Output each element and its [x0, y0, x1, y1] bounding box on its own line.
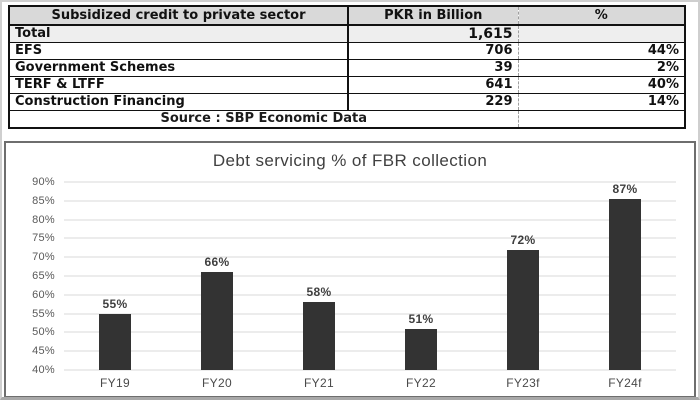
y-tick-label: 60%: [32, 288, 55, 301]
table-row-efs: EFS 706 44%: [9, 42, 685, 60]
bar: [99, 313, 131, 370]
gridline: [64, 369, 676, 371]
table-row-government-schemes: Government Schemes 39 2%: [9, 59, 685, 77]
bar-slot: 55%: [64, 182, 166, 370]
table-row-total: Total 1,615: [9, 25, 685, 43]
bar-value-label: 51%: [408, 311, 434, 326]
gridline: [64, 350, 676, 352]
row-label-cell: Total: [9, 25, 349, 43]
gridline: [64, 331, 676, 333]
gridline: [64, 219, 676, 221]
row-pct-cell: 2%: [656, 60, 679, 75]
x-axis: FY19 FY20 FY21 FY22 FY23f FY24f: [64, 370, 676, 390]
table-row-construction-financing: Construction Financing 229 14%: [9, 93, 685, 111]
x-tick-label: FY22: [406, 376, 436, 390]
row-label-cell: Government Schemes: [9, 59, 349, 77]
row-pct-cell: 44%: [647, 43, 679, 58]
gridline: [64, 256, 676, 258]
y-tick-label: 85%: [32, 194, 55, 207]
header-pkr-billion: PKR in Billion: [348, 6, 519, 26]
row-value-cell: 641: [348, 76, 519, 94]
row-value-cell: 229: [348, 93, 519, 111]
row-label-cell: Construction Financing: [9, 93, 349, 111]
row-label-cell: TERF & LTFF: [9, 76, 349, 94]
row-label-cell: EFS: [9, 42, 349, 60]
bar-slot: 66%: [166, 182, 268, 370]
y-tick-label: 45%: [32, 345, 55, 358]
bar-slot: 58%: [268, 182, 370, 370]
x-tick-label: FY20: [202, 376, 232, 390]
row-value-cell: 39: [348, 59, 519, 77]
gridline: [64, 275, 676, 277]
bar: [609, 199, 641, 370]
x-tick-label: FY21: [304, 376, 334, 390]
table-source-row: Source : SBP Economic Data: [9, 110, 685, 128]
gridline: [64, 294, 676, 296]
y-tick-label: 75%: [32, 232, 55, 245]
y-tick-label: 55%: [32, 307, 55, 320]
table-row-terf-ltff: TERF & LTFF 641 40%: [9, 76, 685, 94]
bar: [507, 249, 539, 370]
bar: [405, 328, 437, 370]
bar-value-label: 87%: [612, 182, 638, 196]
chart-body: 40% 45% 50% 55% 60% 65% 70% 75% 80% 85% 90% 55% 66%…: [6, 176, 694, 390]
header-percent: %: [518, 6, 685, 26]
bar-value-label: 66%: [204, 255, 230, 270]
bar-slot: 72%: [472, 182, 574, 370]
bar: [201, 272, 233, 370]
plot-area: 55% 66% 58% 51% 72% 87%: [64, 181, 676, 371]
bar-slot: 87%: [574, 182, 676, 370]
y-tick-label: 50%: [32, 326, 55, 339]
y-tick-label: 80%: [32, 213, 55, 226]
gridline: [64, 181, 676, 183]
table-header-row: Subsidized credit to private sector PKR …: [9, 6, 685, 26]
source-note: Source : SBP Economic Data: [160, 111, 368, 126]
chart-title: Debt servicing % of FBR collection: [212, 151, 488, 170]
header-subsidized-credit: Subsidized credit to private sector: [9, 6, 349, 26]
x-tick-label: FY19: [100, 376, 130, 390]
gridline: [64, 313, 676, 315]
bar-slot: 51%: [370, 182, 472, 370]
y-tick-label: 40%: [32, 364, 55, 376]
debt-servicing-chart: Debt servicing % of FBR collection 40% 45…: [4, 141, 696, 397]
gridline: [64, 200, 676, 202]
row-pct-cell: 40%: [647, 77, 679, 92]
subsidized-credit-table: Subsidized credit to private sector PKR …: [8, 5, 686, 129]
row-pct-cell: [518, 25, 685, 43]
row-pct-cell: 14%: [647, 94, 679, 109]
row-value-cell: 706: [348, 42, 519, 60]
source-empty-cell: [517, 110, 685, 128]
bar-value-label: 58%: [306, 285, 332, 300]
plot-column: 55% 66% 58% 51% 72% 87% FY19 FY20 FY21 FY22 FY23f…: [64, 181, 676, 390]
y-tick-label: 65%: [32, 270, 55, 282]
bar-value-label: 72%: [510, 232, 536, 247]
x-tick-label: FY23f: [506, 376, 540, 390]
x-tick-label: FY24f: [608, 376, 642, 390]
bar-value-label: 55%: [102, 296, 128, 311]
y-tick-label: 90%: [32, 176, 55, 188]
bar: [303, 302, 335, 370]
y-tick-label: 70%: [32, 251, 55, 264]
gridline: [64, 237, 676, 239]
y-axis: 40% 45% 50% 55% 60% 65% 70% 75% 80% 85% 90%: [6, 176, 64, 376]
row-value-cell: 1,615: [348, 25, 519, 43]
